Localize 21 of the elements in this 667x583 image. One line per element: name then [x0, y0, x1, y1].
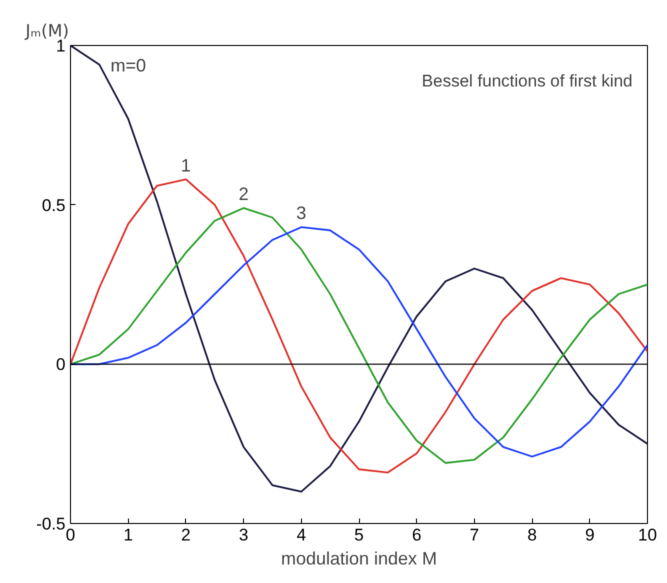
x-tick-label: 4 [296, 526, 306, 544]
text: Bessel functions of first kind [422, 72, 633, 90]
x-tick-label: 9 [585, 526, 595, 544]
x-tick-label: 1 [123, 526, 133, 544]
y-tick-label: -0.5 [36, 514, 66, 534]
series-label: m=0 [110, 56, 146, 76]
x-tick-label: 10 [638, 526, 657, 544]
x-tick-label: 5 [354, 526, 364, 544]
y-tick-label: 0 [56, 355, 66, 374]
x-tick-label: 8 [527, 526, 537, 544]
line-series [70, 46, 648, 493]
x-tick-label: 3 [238, 526, 248, 544]
x-axis-title: modulation index M [280, 548, 438, 568]
y-tick-label: 0.5 [42, 196, 66, 215]
series-label: 1 [180, 155, 191, 176]
series-label: 3 [296, 203, 306, 224]
x-tick-label: 7 [470, 526, 480, 544]
x-tick-label: 6 [412, 526, 422, 544]
x-tick-label: 2 [181, 526, 191, 544]
series-label: 2 [238, 184, 249, 204]
y-axis-title: Jₘ(M) [24, 22, 70, 42]
